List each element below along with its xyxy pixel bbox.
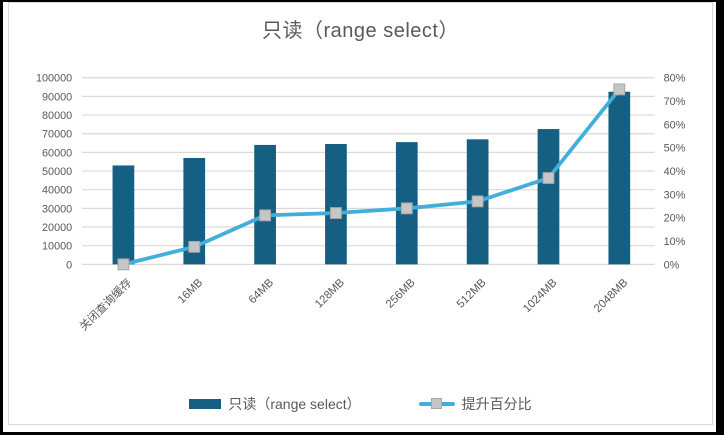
left-axis-tick-label: 80000 xyxy=(42,110,72,122)
left-axis-tick-label: 30000 xyxy=(42,203,72,215)
bar-16MB xyxy=(183,157,206,265)
chart-canvas: 0 10000 20000 30000 40000 50000 60000 70000 8000… xyxy=(36,73,686,334)
left-axis-tick-label: 10000 xyxy=(42,241,72,253)
line-marker-256MB xyxy=(400,202,413,215)
chart-frame: 只读（range select） 0 10000 20000 30000 40000 50… xyxy=(8,2,713,425)
category-label-2048MB: 2048MB xyxy=(592,277,630,315)
line-marker-512MB xyxy=(471,195,484,208)
line-series-swatch-icon xyxy=(418,397,455,411)
left-axis-tick-label: 20000 xyxy=(42,222,72,234)
bar-关闭查询缓存 xyxy=(112,165,135,265)
left-axis-tick-label: 100000 xyxy=(36,73,72,85)
left-axis-tick-label: 40000 xyxy=(42,185,72,197)
line-marker-关闭查询缓存 xyxy=(117,258,130,271)
line-marker-64MB xyxy=(259,209,272,222)
chart-legend: 只读（range select） 提升百分比 xyxy=(9,393,712,415)
legend-item-bar-series: 只读（range select） xyxy=(189,394,361,414)
left-axis-tick-label: 60000 xyxy=(42,147,72,159)
legend-item-line-series: 提升百分比 xyxy=(418,394,532,414)
category-label-128MB: 128MB xyxy=(313,277,347,311)
line-marker-1024MB xyxy=(542,172,555,184)
category-label-关闭查询缓存: 关闭查询缓存 xyxy=(76,275,134,333)
left-axis-tick-label: 0 xyxy=(66,259,72,271)
right-axis-tick-label: 40% xyxy=(664,166,686,178)
right-axis-tick-label: 60% xyxy=(664,119,686,131)
bar-64MB xyxy=(254,144,276,265)
bar-series-swatch-icon xyxy=(189,399,222,409)
right-axis-tick-label: 50% xyxy=(664,143,686,155)
line-marker-16MB xyxy=(188,240,201,253)
left-axis-tick-label: 50000 xyxy=(42,166,72,178)
category-label-1024MB: 1024MB xyxy=(521,277,559,315)
line-marker-2048MB xyxy=(613,83,626,96)
right-axis-tick-label: 0% xyxy=(664,259,680,271)
right-axis-tick-label: 10% xyxy=(664,236,686,248)
category-label-64MB: 64MB xyxy=(247,277,276,306)
left-axis-tick-label: 70000 xyxy=(42,129,72,141)
chart-panel: 只读（range select） 0 10000 20000 30000 40000 50… xyxy=(3,2,716,432)
bar-128MB xyxy=(325,143,347,265)
percentage-line xyxy=(121,87,622,267)
legend-label-line-series: 提升百分比 xyxy=(461,396,532,412)
right-axis-tick-label: 80% xyxy=(664,73,686,85)
category-label-256MB: 256MB xyxy=(384,277,418,311)
right-axis-tick-label: 30% xyxy=(664,189,686,201)
chart-title: 只读（range select） xyxy=(262,20,459,42)
bar-2048MB xyxy=(608,91,631,265)
category-label-16MB: 16MB xyxy=(176,277,205,306)
right-axis-tick-label: 20% xyxy=(664,213,686,225)
right-axis-tick-label: 70% xyxy=(664,96,686,108)
line-marker-128MB xyxy=(330,207,342,219)
bar-1024MB xyxy=(537,129,560,265)
left-axis-tick-label: 90000 xyxy=(42,91,72,103)
category-label-512MB: 512MB xyxy=(455,277,489,311)
legend-label-bar-series: 只读（range select） xyxy=(228,396,361,412)
